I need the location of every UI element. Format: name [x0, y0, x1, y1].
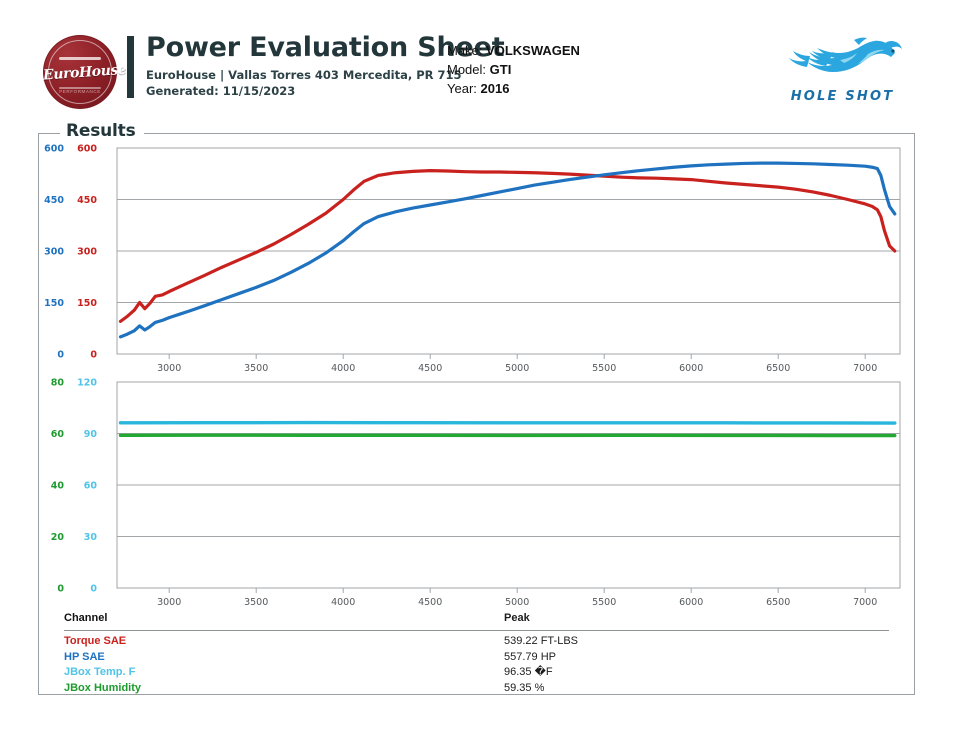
table-row: Torque SAE 539.22 FT-LBS [64, 634, 889, 650]
results-panel [38, 133, 915, 695]
x-axis-tick-label: 4500 [418, 363, 442, 374]
column-header-channel: Channel [64, 612, 108, 624]
y-axis-tick-label: 0 [90, 350, 97, 361]
x-axis-tick-label: 5500 [592, 597, 616, 608]
charts-container: 0 150 300 450 600 0 150 300 450 600 3000 3500 4000 45… [38, 133, 915, 695]
y-axis-tick-label: 0 [57, 350, 64, 361]
x-axis-tick-label: 6500 [766, 363, 790, 374]
y-axis-tick-label: 40 [51, 481, 65, 492]
y-axis-tick-label: 300 [44, 247, 64, 258]
vehicle-make-value: VOLKSWAGEN [486, 43, 580, 58]
vehicle-make-label: Make: [447, 43, 483, 58]
table-body: Torque SAE 539.22 FT-LBS HP SAE 557.79 HP JB… [64, 631, 889, 696]
generated-date: Generated: 11/15/2023 [146, 84, 296, 98]
vehicle-model-value: GTI [489, 62, 512, 77]
column-header-peak: Peak [504, 612, 530, 624]
environment-chart: 0 20 40 60 80 0 30 60 90 120 3000 3500 4000 4500 5000 5… [51, 378, 901, 608]
logo-subtext: PERFORMANCE [59, 89, 101, 94]
channel-peak-value: 96.35 �F [504, 666, 553, 678]
channel-peak-value: 557.79 HP [504, 650, 556, 663]
channel-name: JBox Humidity [64, 681, 142, 694]
document-header: EuroHouse PERFORMANCE Power Evaluation S… [0, 0, 960, 118]
y-axis-tick-label: 450 [77, 195, 97, 206]
hole-shot-logo: HOLE SHOT [780, 28, 905, 106]
eurohouse-logo: EuroHouse PERFORMANCE [43, 35, 127, 109]
y-axis-tick-label: 60 [84, 481, 98, 492]
y-axis-tick-label: 150 [77, 298, 97, 309]
vehicle-model-row: Model: GTI [447, 60, 580, 79]
table-row: HP SAE 557.79 HP [64, 650, 889, 666]
vehicle-model-label: Model: [447, 62, 487, 77]
logo-inner-ring [48, 40, 112, 104]
vehicle-make-row: Make: VOLKSWAGEN [447, 41, 580, 60]
title-accent-bar [127, 36, 134, 98]
page-title: Power Evaluation Sheet [146, 32, 505, 63]
table-header-row: Channel Peak [64, 610, 889, 631]
y-axis-tick-label: 600 [44, 144, 64, 155]
x-axis-tick-label: 6000 [679, 363, 703, 374]
y-axis-tick-label: 600 [77, 144, 97, 155]
flaming-horse-icon [789, 37, 902, 72]
y-axis-tick-label: 120 [77, 378, 97, 389]
x-axis-tick-label: 6000 [679, 597, 703, 608]
y-axis-tick-label: 0 [90, 584, 97, 595]
x-axis-tick-label: 3500 [244, 597, 268, 608]
y-axis-tick-label: 60 [51, 429, 65, 440]
channel-name: Torque SAE [64, 635, 127, 647]
y-axis-tick-label: 300 [77, 247, 97, 258]
channel-peak-table: Channel Peak Torque SAE 539.22 FT-LBS HP S… [64, 610, 889, 696]
x-axis-tick-label: 4000 [331, 363, 355, 374]
series-line [118, 169, 897, 323]
logo-bar-bottom [59, 87, 101, 89]
y-axis-tick-label: 80 [51, 378, 65, 389]
x-axis-tick-label: 4500 [418, 597, 442, 608]
y-axis-tick-label: 0 [57, 584, 64, 595]
shop-address: EuroHouse | Vallas Torres 403 Mercedita,… [146, 68, 462, 82]
vehicle-year-value: 2016 [480, 81, 510, 96]
vehicle-info: Make: VOLKSWAGEN Model: GTI Year: 2016 [447, 41, 580, 98]
x-axis-tick-label: 3000 [157, 363, 181, 374]
channel-name: HP SAE [64, 650, 105, 663]
channel-peak-value: 539.22 FT-LBS [504, 635, 578, 647]
x-axis-tick-label: 7000 [853, 597, 877, 608]
x-axis-tick-label: 3000 [157, 597, 181, 608]
results-legend-title: Results [60, 121, 144, 141]
y-axis-tick-label: 20 [51, 532, 65, 543]
logo-bar-top [59, 57, 101, 60]
channel-name: JBox Temp. F [64, 666, 136, 678]
table-row: JBox Temp. F 96.35 �F [64, 665, 889, 681]
channel-peak-value: 59.35 % [504, 681, 545, 694]
y-axis-tick-label: 150 [44, 298, 64, 309]
series-line [118, 161, 897, 339]
x-axis-tick-label: 4000 [331, 597, 355, 608]
vehicle-year-row: Year: 2016 [447, 79, 580, 98]
table-row: JBox Humidity 59.35 % [64, 681, 889, 697]
title-block: Power Evaluation Sheet EuroHouse | Valla… [146, 32, 505, 99]
x-axis-tick-label: 5000 [505, 363, 529, 374]
y-axis-tick-label: 450 [44, 195, 64, 206]
hole-shot-wordmark: HOLE SHOT [790, 89, 895, 104]
x-axis-tick-label: 6500 [766, 597, 790, 608]
x-axis-tick-label: 5000 [505, 597, 529, 608]
x-axis-tick-label: 7000 [853, 363, 877, 374]
y-axis-tick-label: 30 [84, 532, 98, 543]
x-axis-tick-label: 5500 [592, 363, 616, 374]
vehicle-year-label: Year: [447, 81, 477, 96]
y-axis-tick-label: 90 [84, 429, 98, 440]
x-axis-tick-label: 3500 [244, 363, 268, 374]
